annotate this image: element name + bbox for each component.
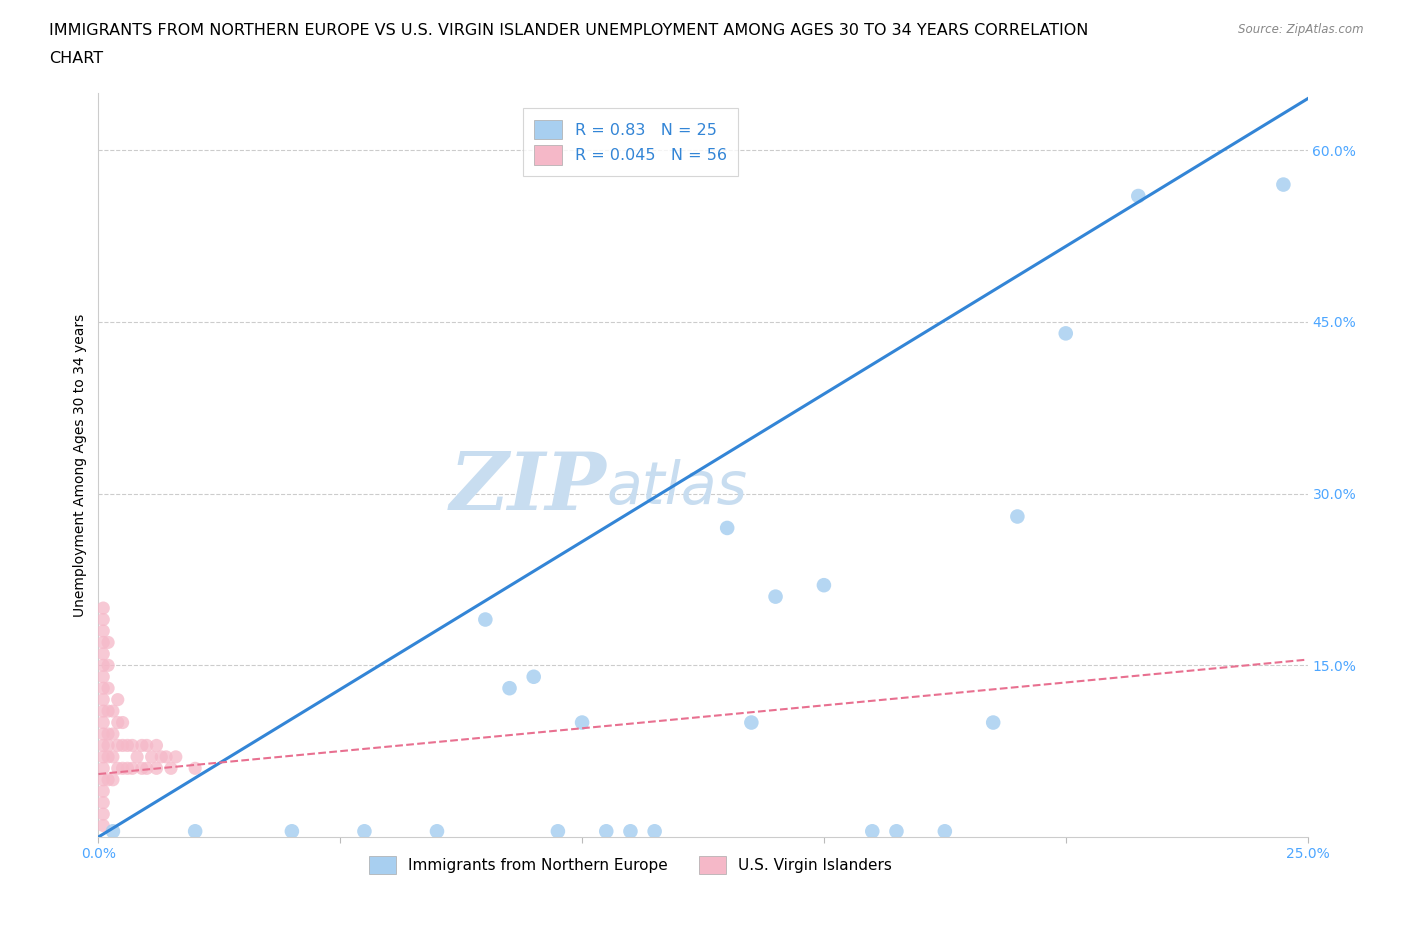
Point xyxy=(426,824,449,839)
Point xyxy=(160,761,183,776)
Point xyxy=(1007,509,1029,524)
Point xyxy=(141,750,163,764)
Point xyxy=(595,824,617,839)
Point xyxy=(91,692,114,707)
Point xyxy=(117,761,139,776)
Point xyxy=(91,623,114,638)
Point xyxy=(150,750,173,764)
Point xyxy=(498,681,520,696)
Point xyxy=(121,738,143,753)
Text: ZIP: ZIP xyxy=(450,448,606,526)
Point xyxy=(101,750,124,764)
Point xyxy=(107,738,129,753)
Point xyxy=(619,824,641,839)
Point xyxy=(97,738,120,753)
Point xyxy=(111,738,134,753)
Text: atlas: atlas xyxy=(606,458,747,516)
Point xyxy=(91,726,114,741)
Point xyxy=(131,761,153,776)
Point xyxy=(716,521,738,536)
Point xyxy=(1054,326,1077,340)
Point xyxy=(281,824,304,839)
Text: CHART: CHART xyxy=(49,51,103,66)
Point xyxy=(91,681,114,696)
Point xyxy=(91,670,114,684)
Point xyxy=(91,772,114,787)
Point xyxy=(97,704,120,719)
Point xyxy=(91,658,114,672)
Point xyxy=(97,635,120,650)
Point xyxy=(740,715,762,730)
Point xyxy=(91,646,114,661)
Point xyxy=(91,704,114,719)
Point xyxy=(547,824,569,839)
Point xyxy=(571,715,593,730)
Point xyxy=(91,761,114,776)
Point xyxy=(101,824,124,839)
Point xyxy=(97,681,120,696)
Point xyxy=(131,738,153,753)
Point xyxy=(101,772,124,787)
Point xyxy=(91,612,114,627)
Point xyxy=(155,750,177,764)
Point xyxy=(91,784,114,799)
Point xyxy=(353,824,375,839)
Point xyxy=(121,761,143,776)
Point xyxy=(127,750,149,764)
Point xyxy=(523,670,546,684)
Point xyxy=(91,601,114,616)
Point xyxy=(135,761,157,776)
Text: IMMIGRANTS FROM NORTHERN EUROPE VS U.S. VIRGIN ISLANDER UNEMPLOYMENT AMONG AGES : IMMIGRANTS FROM NORTHERN EUROPE VS U.S. … xyxy=(49,23,1088,38)
Point xyxy=(981,715,1004,730)
Point xyxy=(101,704,124,719)
Point xyxy=(97,658,120,672)
Point xyxy=(97,726,120,741)
Point xyxy=(765,590,787,604)
Point xyxy=(101,726,124,741)
Point xyxy=(474,612,496,627)
Legend: Immigrants from Northern Europe, U.S. Virgin Islanders: Immigrants from Northern Europe, U.S. Vi… xyxy=(359,845,903,885)
Point xyxy=(934,824,956,839)
Point xyxy=(644,824,666,839)
Point xyxy=(91,738,114,753)
Point xyxy=(91,795,114,810)
Point xyxy=(91,715,114,730)
Point xyxy=(107,692,129,707)
Point xyxy=(91,635,114,650)
Point xyxy=(184,824,207,839)
Point xyxy=(107,761,129,776)
Point xyxy=(165,750,187,764)
Point xyxy=(1128,189,1150,204)
Point xyxy=(813,578,835,592)
Point xyxy=(111,715,134,730)
Point xyxy=(184,761,207,776)
Point xyxy=(860,824,883,839)
Point xyxy=(145,761,167,776)
Point xyxy=(97,772,120,787)
Text: Source: ZipAtlas.com: Source: ZipAtlas.com xyxy=(1239,23,1364,36)
Point xyxy=(91,806,114,821)
Point xyxy=(135,738,157,753)
Point xyxy=(886,824,908,839)
Point xyxy=(1272,177,1295,192)
Point xyxy=(91,750,114,764)
Point xyxy=(91,818,114,833)
Point xyxy=(117,738,139,753)
Y-axis label: Unemployment Among Ages 30 to 34 years: Unemployment Among Ages 30 to 34 years xyxy=(73,313,87,617)
Point xyxy=(145,738,167,753)
Point xyxy=(97,750,120,764)
Point xyxy=(107,715,129,730)
Point xyxy=(111,761,134,776)
